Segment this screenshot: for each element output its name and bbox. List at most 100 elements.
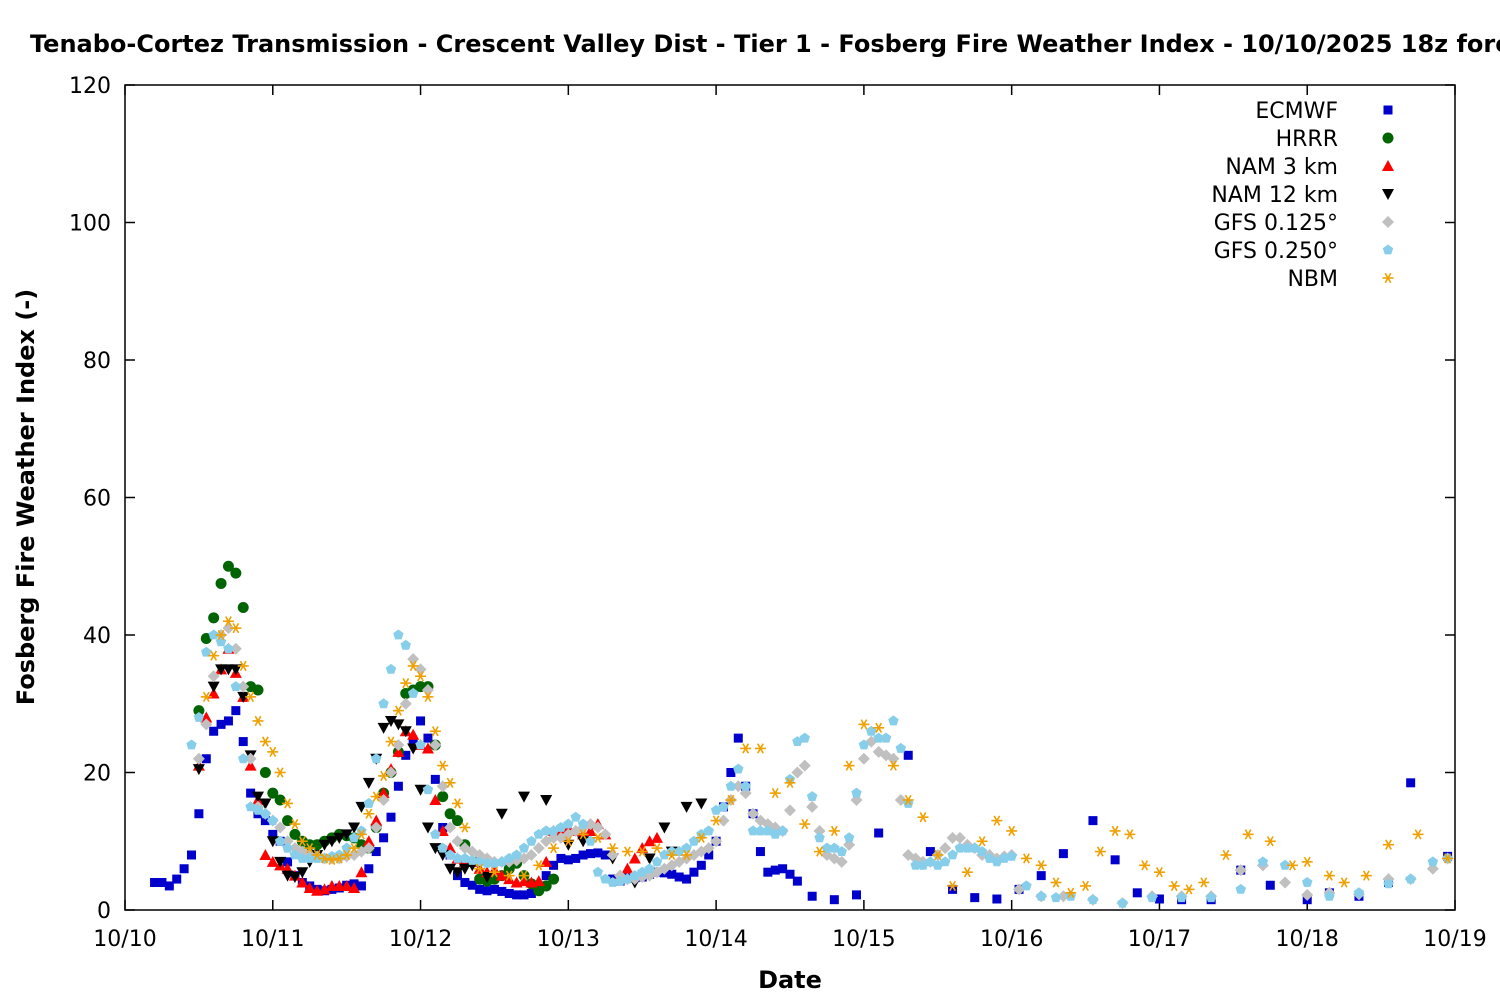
data-point — [282, 798, 294, 809]
data-point — [747, 807, 760, 820]
data-point — [991, 815, 1003, 826]
data-point — [201, 646, 212, 657]
data-point — [895, 742, 907, 753]
data-point — [392, 719, 405, 731]
data-point — [1117, 897, 1128, 908]
data-point — [437, 842, 448, 853]
data-point — [423, 733, 433, 743]
data-point — [600, 850, 610, 860]
data-point — [607, 842, 619, 854]
data-point — [268, 829, 278, 839]
data-point — [503, 870, 515, 881]
data-point — [644, 863, 655, 874]
data-point — [407, 660, 419, 672]
data-point — [244, 759, 257, 771]
data-point — [318, 839, 331, 851]
x-tick-label: 10/13 — [537, 927, 600, 952]
data-point — [807, 891, 817, 901]
data-point — [430, 774, 440, 784]
data-point — [755, 847, 765, 857]
data-point — [407, 728, 420, 740]
data-point — [754, 743, 766, 754]
data-point — [873, 732, 884, 743]
data-point — [798, 759, 811, 772]
data-point — [836, 846, 847, 856]
data-point — [540, 855, 553, 867]
data-point — [1153, 867, 1165, 878]
data-point — [939, 856, 951, 867]
data-point — [150, 878, 160, 887]
data-point — [540, 825, 552, 836]
data-point — [917, 859, 929, 870]
data-point — [355, 829, 367, 840]
data-point — [755, 825, 766, 836]
data-point — [578, 850, 588, 860]
data-point — [770, 865, 780, 875]
data-point — [288, 872, 301, 883]
data-point — [194, 809, 204, 819]
data-point — [643, 853, 656, 865]
data-point — [785, 869, 795, 879]
data-point — [532, 842, 545, 855]
data-point — [814, 846, 826, 857]
data-point — [252, 684, 264, 696]
data-point — [245, 691, 257, 703]
data-point — [193, 712, 205, 722]
legend-label: NBM — [1287, 267, 1338, 292]
y-tick-label: 40 — [83, 624, 111, 649]
data-point — [319, 853, 330, 864]
data-point — [1405, 873, 1416, 884]
data-point — [651, 831, 663, 843]
data-point — [1088, 816, 1098, 826]
data-point — [207, 687, 220, 699]
data-point — [377, 787, 390, 799]
data-point — [1383, 878, 1394, 889]
data-point — [474, 863, 486, 874]
data-point — [651, 842, 663, 854]
data-point — [1265, 880, 1275, 890]
data-point — [237, 660, 249, 672]
x-tick-label: 10/14 — [684, 927, 747, 952]
data-point — [215, 629, 227, 641]
data-point — [460, 878, 470, 887]
data-point — [497, 886, 507, 896]
data-point — [533, 860, 545, 871]
data-point — [401, 750, 411, 760]
data-point — [991, 856, 1003, 867]
data-point — [267, 815, 278, 826]
x-tick-label: 10/15 — [832, 927, 895, 952]
data-point — [791, 766, 804, 779]
data-point — [696, 828, 707, 839]
data-point — [444, 863, 457, 875]
series-layer — [150, 560, 1454, 910]
data-point — [674, 872, 684, 882]
legend-label: ECMWF — [1255, 99, 1338, 124]
data-point — [858, 739, 870, 750]
data-point — [429, 794, 442, 805]
data-point — [283, 857, 293, 867]
data-point — [400, 677, 412, 689]
data-point — [334, 849, 345, 860]
x-axis-label: Date — [758, 966, 822, 994]
data-point — [577, 818, 589, 829]
data-point — [939, 842, 952, 855]
data-point — [910, 859, 921, 870]
data-point — [356, 825, 367, 836]
data-point — [172, 874, 182, 884]
data-point — [444, 808, 456, 820]
data-point — [1132, 888, 1142, 898]
data-point — [451, 867, 464, 879]
data-point — [348, 822, 361, 834]
data-point — [296, 867, 309, 879]
data-point — [371, 847, 381, 857]
data-point — [274, 856, 287, 868]
data-point — [400, 639, 411, 650]
data-point — [274, 767, 286, 778]
data-point — [932, 849, 944, 861]
data-point — [556, 853, 566, 863]
data-point — [422, 691, 434, 703]
y-tick-label: 80 — [83, 349, 111, 374]
data-point — [717, 814, 730, 827]
data-point — [518, 842, 530, 853]
data-point — [1257, 856, 1269, 867]
